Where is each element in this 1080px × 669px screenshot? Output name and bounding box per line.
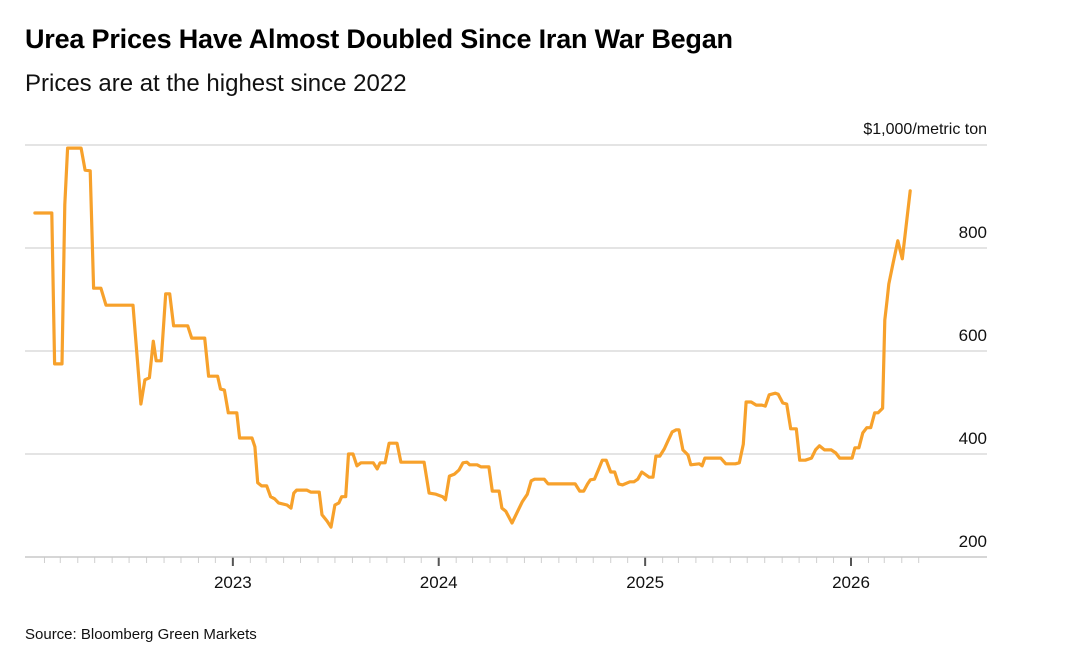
y-tick-label: 400 [959, 429, 987, 448]
x-axis-labels: 2023 2024 2025 2026 [214, 573, 870, 592]
y-axis-unit-label: $1,000/metric ton [863, 121, 987, 138]
x-axis-ticks [43, 557, 920, 566]
x-tick-label: 2024 [420, 573, 458, 592]
x-tick-label: 2023 [214, 573, 252, 592]
source-note: Source: Bloomberg Green Markets [25, 626, 257, 643]
y-axis-labels: 200 400 600 800 [959, 223, 987, 551]
x-tick-label: 2026 [832, 573, 870, 592]
x-tick-label: 2025 [626, 573, 664, 592]
chart-title: Urea Prices Have Almost Doubled Since Ir… [25, 24, 733, 54]
y-tick-label: 200 [959, 532, 987, 551]
gridlines [25, 144, 987, 455]
y-tick-label: 800 [959, 223, 987, 242]
series-line-urea-price [33, 146, 912, 529]
y-tick-label: 600 [959, 326, 987, 345]
chart-subtitle: Prices are at the highest since 2022 [25, 70, 407, 97]
